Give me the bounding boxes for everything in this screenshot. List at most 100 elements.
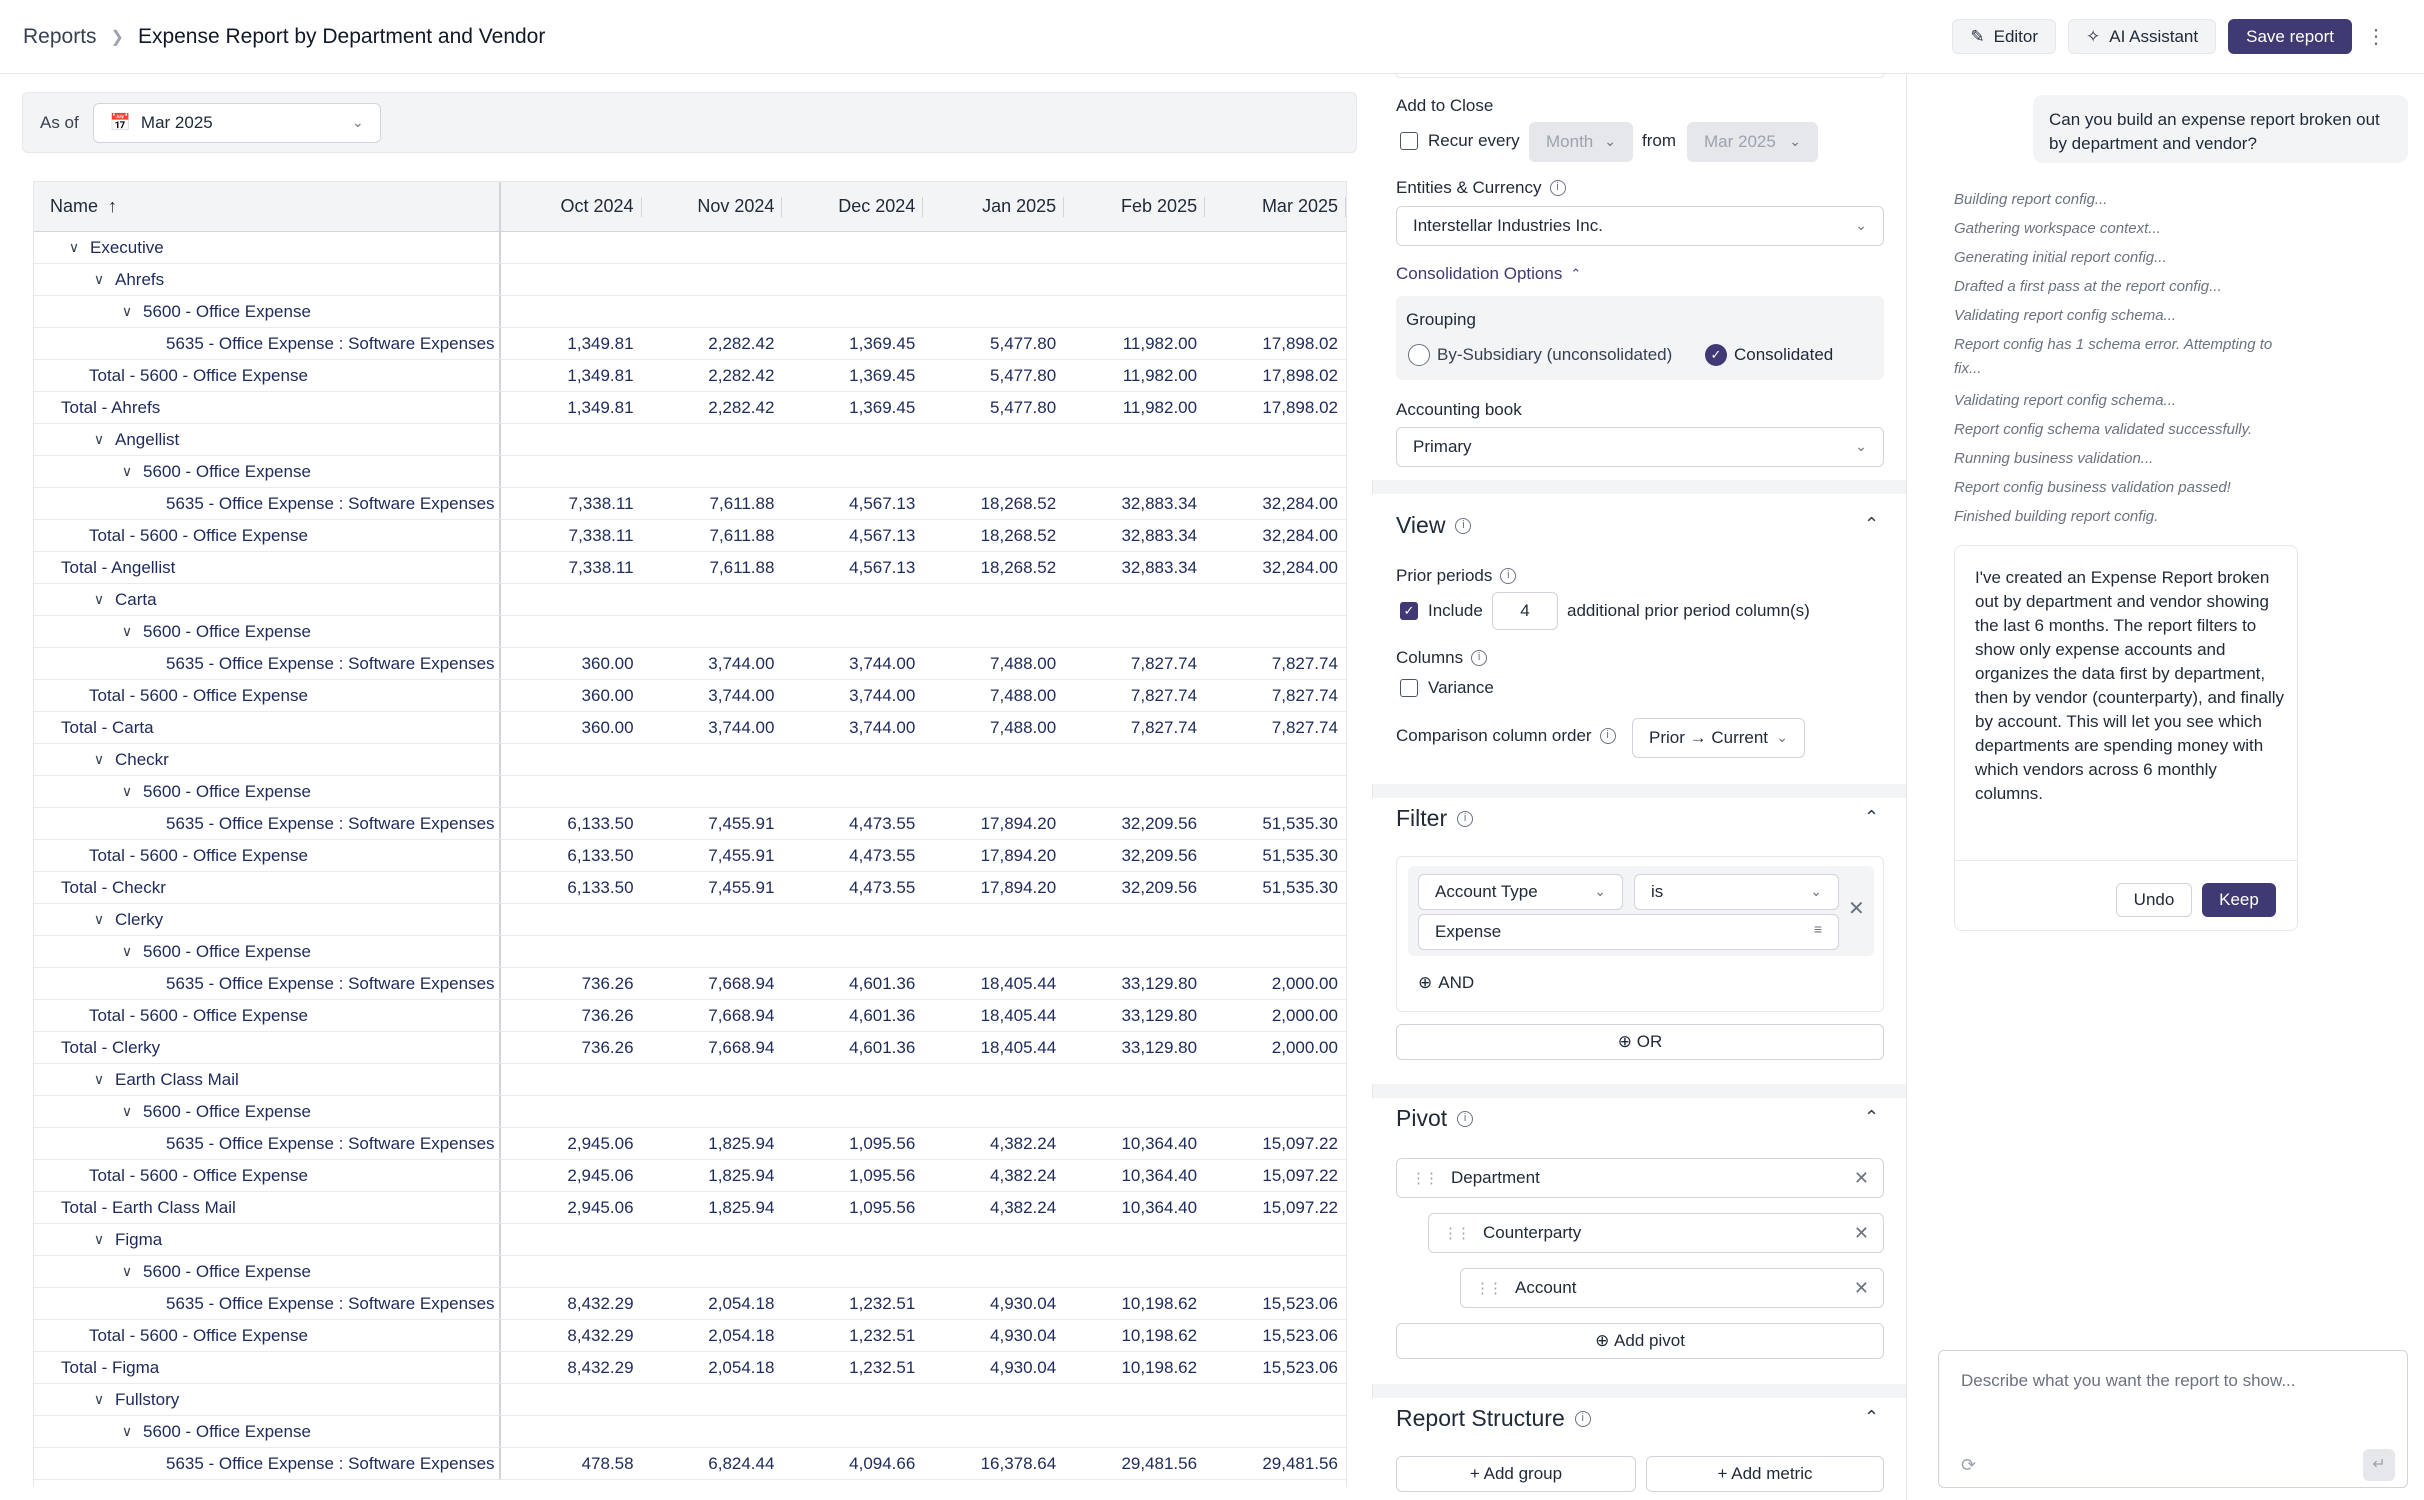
filter-operator-select[interactable]: is ⌄ — [1634, 874, 1839, 910]
group-row[interactable]: ∨ Ahrefs — [34, 264, 1346, 296]
month-column-header[interactable]: Nov 2024 — [642, 182, 783, 231]
month-column-header[interactable]: Dec 2024 — [782, 182, 924, 231]
recur-checkbox[interactable] — [1400, 132, 1418, 150]
filter-field-select[interactable]: Account Type ⌄ — [1418, 874, 1623, 910]
send-arrow-icon[interactable]: ↵ — [2363, 1449, 2395, 1481]
chevron-down-icon[interactable]: ∨ — [121, 623, 133, 639]
collapse-pivot-chevron-icon[interactable]: ⌃ — [1864, 1107, 1880, 1127]
group-row[interactable]: ∨ Executive — [34, 232, 1346, 264]
month-column-header[interactable]: Oct 2024 — [501, 182, 642, 231]
info-icon[interactable]: i — [1455, 517, 1472, 534]
chevron-down-icon[interactable]: ∨ — [121, 783, 133, 799]
accounting-book-select[interactable]: Primary ⌄ — [1396, 427, 1884, 467]
ai-assistant-button[interactable]: ✧ AI Assistant — [2068, 19, 2217, 54]
view-heading[interactable]: View i — [1396, 512, 1472, 539]
group-row[interactable]: ∨ 5600 - Office Expense — [34, 1096, 1346, 1128]
info-icon[interactable]: i — [1574, 1410, 1591, 1427]
chevron-down-icon[interactable]: ∨ — [121, 943, 133, 959]
collapse-structure-chevron-icon[interactable]: ⌃ — [1864, 1407, 1880, 1427]
group-row[interactable]: ∨ 5600 - Office Expense — [34, 1256, 1346, 1288]
chevron-down-icon[interactable]: ∨ — [93, 271, 105, 287]
entity-select[interactable]: Interstellar Industries Inc. ⌄ — [1396, 206, 1884, 246]
undo-button[interactable]: Undo — [2116, 883, 2192, 917]
info-icon[interactable]: i — [1457, 1110, 1474, 1127]
drag-handle-icon[interactable]: ⋮⋮ — [1411, 1170, 1439, 1187]
drag-handle-icon[interactable]: ⋮⋮ — [1443, 1225, 1471, 1242]
comparison-order-select[interactable]: Prior → Current ⌄ — [1632, 718, 1805, 758]
collapse-view-chevron-icon[interactable]: ⌃ — [1864, 514, 1880, 534]
remove-pivot-icon[interactable]: ✕ — [1853, 1277, 1869, 1298]
group-row[interactable]: ∨ Earth Class Mail — [34, 1064, 1346, 1096]
prior-periods-count-input[interactable]: 4 — [1492, 592, 1558, 630]
refresh-icon[interactable]: ⟳ — [1961, 1455, 1977, 1475]
month-column-header[interactable]: Mar 2025 — [1205, 182, 1346, 231]
recur-from-select[interactable]: Mar 2025 ⌄ — [1687, 122, 1818, 162]
group-row[interactable]: ∨ 5600 - Office Expense — [34, 296, 1346, 328]
month-column-header[interactable]: Feb 2025 — [1064, 182, 1205, 231]
chevron-down-icon[interactable]: ∨ — [93, 1231, 105, 1247]
remove-filter-icon[interactable]: ✕ — [1848, 898, 1865, 920]
chevron-down-icon[interactable]: ∨ — [93, 591, 105, 607]
by-subsidiary-radio[interactable] — [1408, 344, 1430, 366]
breadcrumb-reports-link[interactable]: Reports — [23, 24, 97, 48]
chevron-down-icon[interactable]: ∨ — [93, 1071, 105, 1087]
chevron-down-icon[interactable]: ∨ — [121, 463, 133, 479]
info-icon[interactable]: i — [1549, 180, 1566, 196]
chevron-down-icon[interactable]: ∨ — [93, 751, 105, 767]
report-structure-heading[interactable]: Report Structure i — [1396, 1405, 1591, 1432]
recur-unit-select[interactable]: Month ⌄ — [1529, 122, 1633, 162]
value-cell — [642, 456, 783, 487]
group-row[interactable]: ∨ Carta — [34, 584, 1346, 616]
pivot-heading[interactable]: Pivot i — [1396, 1105, 1474, 1132]
save-report-button[interactable]: Save report — [2228, 19, 2352, 54]
remove-pivot-icon[interactable]: ✕ — [1853, 1167, 1869, 1188]
as-of-date-select[interactable]: 📅 Mar 2025 ⌄ — [92, 102, 381, 143]
group-row[interactable]: ∨ Clerky — [34, 904, 1346, 936]
info-icon[interactable]: i — [1457, 810, 1474, 827]
chevron-down-icon[interactable]: ∨ — [68, 239, 80, 255]
name-column-header[interactable]: Name ↑ — [34, 182, 501, 231]
add-group-button[interactable]: + Add group — [1396, 1456, 1636, 1492]
keep-button[interactable]: Keep — [2202, 883, 2276, 917]
info-icon[interactable]: i — [1599, 728, 1616, 744]
sort-ascending-icon[interactable]: ↑ — [108, 196, 118, 216]
filter-heading[interactable]: Filter i — [1396, 805, 1474, 832]
consolidation-options-toggle[interactable]: Consolidation Options ⌃ — [1396, 264, 1581, 284]
chevron-down-icon[interactable]: ∨ — [121, 1103, 133, 1119]
add-pivot-button[interactable]: ⊕ Add pivot — [1396, 1323, 1884, 1359]
drag-handle-icon[interactable]: ⋮⋮ — [1475, 1280, 1503, 1297]
chevron-down-icon[interactable]: ∨ — [93, 1391, 105, 1407]
group-row[interactable]: ∨ Angellist — [34, 424, 1346, 456]
pivot-counterparty[interactable]: ⋮⋮ Counterparty ✕ — [1428, 1213, 1884, 1253]
group-row[interactable]: ∨ Fullstory — [34, 1384, 1346, 1416]
add-and-condition-button[interactable]: ⊕ AND — [1418, 973, 1474, 993]
info-icon[interactable]: i — [1500, 568, 1517, 584]
group-row[interactable]: ∨ Checkr — [34, 744, 1346, 776]
chevron-down-icon[interactable]: ∨ — [121, 1263, 133, 1279]
chevron-down-icon[interactable]: ∨ — [93, 911, 105, 927]
group-row[interactable]: ∨ 5600 - Office Expense — [34, 776, 1346, 808]
add-metric-button[interactable]: + Add metric — [1646, 1456, 1884, 1492]
collapse-filter-chevron-icon[interactable]: ⌃ — [1864, 807, 1880, 827]
more-options-icon[interactable]: ⋮ — [2366, 26, 2386, 48]
group-row[interactable]: ∨ 5600 - Office Expense — [34, 456, 1346, 488]
include-prior-checkbox[interactable]: ✓ — [1400, 602, 1418, 620]
group-row[interactable]: ∨ Figma — [34, 1224, 1346, 1256]
info-icon[interactable]: i — [1471, 650, 1488, 666]
group-row[interactable]: ∨ 5600 - Office Expense — [34, 616, 1346, 648]
group-row[interactable]: ∨ 5600 - Office Expense — [34, 936, 1346, 968]
month-column-header[interactable]: Jan 2025 — [923, 182, 1065, 231]
chevron-down-icon[interactable]: ∨ — [93, 431, 105, 447]
chevron-down-icon[interactable]: ∨ — [121, 1423, 133, 1439]
add-or-group-button[interactable]: ⊕ OR — [1396, 1024, 1884, 1060]
pivot-department[interactable]: ⋮⋮ Department ✕ — [1396, 1158, 1884, 1198]
remove-pivot-icon[interactable]: ✕ — [1853, 1222, 1869, 1243]
filter-value-select[interactable]: Expense ≡ — [1418, 914, 1839, 950]
chevron-down-icon[interactable]: ∨ — [121, 303, 133, 319]
variance-checkbox[interactable] — [1400, 679, 1418, 697]
consolidated-radio[interactable]: ✓ — [1705, 344, 1727, 366]
pivot-account[interactable]: ⋮⋮ Account ✕ — [1460, 1268, 1884, 1308]
editor-button[interactable]: ✎ Editor — [1952, 19, 2057, 54]
group-row[interactable]: ∨ 5600 - Office Expense — [34, 1416, 1346, 1448]
chat-input[interactable]: Describe what you want the report to sho… — [1938, 1350, 2408, 1488]
